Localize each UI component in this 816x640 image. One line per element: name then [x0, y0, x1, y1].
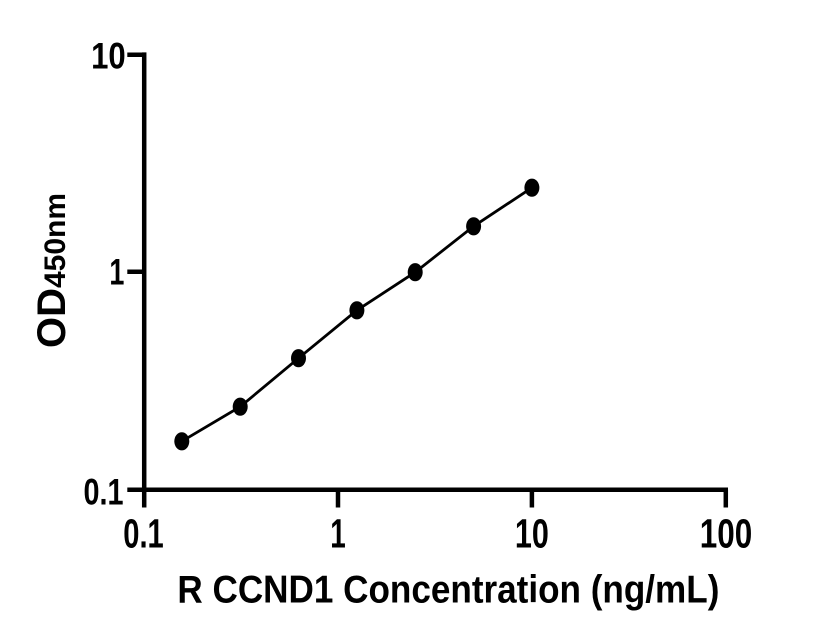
svg-text:0.1: 0.1	[84, 471, 124, 512]
svg-text:100: 100	[700, 511, 753, 557]
svg-text:10: 10	[91, 36, 126, 77]
svg-text:1: 1	[330, 511, 346, 557]
svg-text:R CCND1 Concentration (ng/mL): R CCND1 Concentration (ng/mL)	[177, 569, 719, 612]
svg-text:10: 10	[515, 511, 549, 557]
svg-text:0.1: 0.1	[123, 511, 164, 557]
svg-text:1: 1	[109, 251, 124, 292]
